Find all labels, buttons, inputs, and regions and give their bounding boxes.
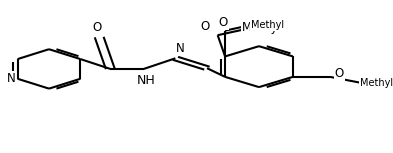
Text: NH: NH	[136, 74, 155, 87]
Text: N: N	[176, 42, 185, 55]
Text: Methyl: Methyl	[360, 78, 393, 88]
Text: O: O	[200, 20, 209, 33]
Text: O: O	[219, 16, 228, 29]
Text: O: O	[93, 21, 102, 34]
Text: O: O	[335, 67, 344, 80]
Text: Methyl: Methyl	[242, 21, 282, 34]
Text: Methyl: Methyl	[251, 20, 285, 30]
Text: N: N	[7, 72, 15, 85]
